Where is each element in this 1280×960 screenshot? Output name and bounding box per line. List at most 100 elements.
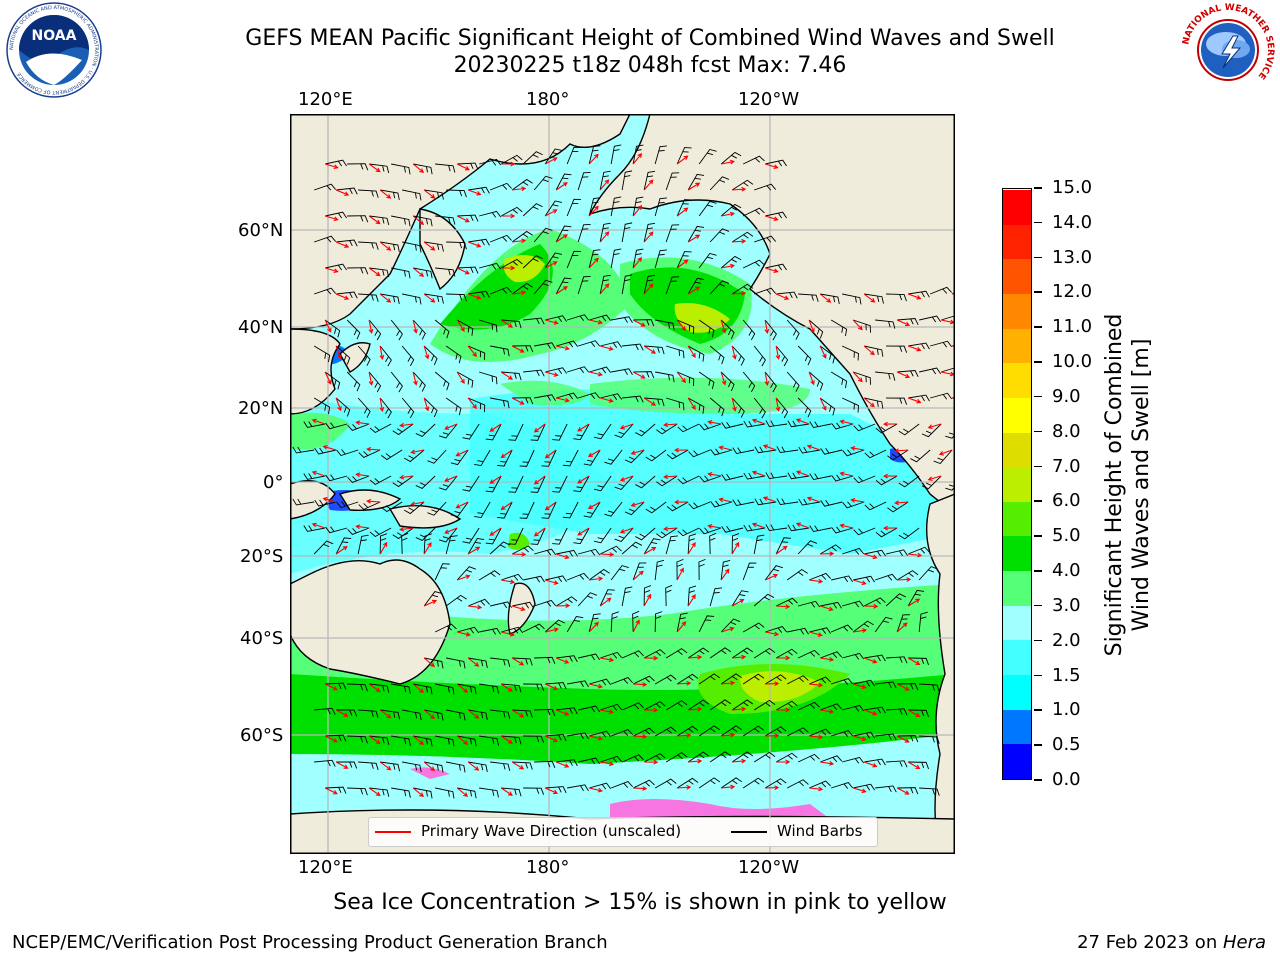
wind-barb bbox=[831, 575, 854, 583]
wind-barb bbox=[875, 527, 898, 538]
wave-direction-arrow bbox=[644, 707, 659, 713]
wave-direction-arrow bbox=[500, 449, 513, 459]
wind-barb bbox=[325, 211, 347, 219]
wind-barb bbox=[589, 730, 612, 738]
wave-direction-arrow bbox=[809, 786, 824, 792]
wave-direction-arrow bbox=[489, 527, 502, 536]
wave-direction-arrow bbox=[467, 189, 482, 196]
wave-direction-arrow bbox=[511, 657, 525, 666]
colorbar-tick bbox=[1034, 361, 1042, 363]
wind-barb bbox=[489, 286, 512, 295]
wind-barb bbox=[688, 501, 711, 510]
wind-barb bbox=[500, 206, 523, 217]
wind-barb bbox=[665, 172, 680, 191]
colorbar-segment bbox=[1003, 432, 1031, 468]
wind-barb bbox=[665, 224, 680, 243]
wind-barb bbox=[403, 449, 425, 463]
wind-barb bbox=[742, 622, 765, 633]
wind-barb bbox=[898, 527, 920, 540]
colorbar-tick-label: 9.0 bbox=[1052, 385, 1081, 407]
wave-direction-arrow bbox=[379, 189, 392, 199]
wind-barb bbox=[474, 449, 491, 467]
wind-barb bbox=[479, 787, 499, 798]
wind-barb bbox=[731, 397, 745, 418]
wind-barb bbox=[908, 761, 929, 770]
wind-barb bbox=[632, 727, 655, 737]
wind-barb bbox=[600, 341, 623, 348]
colorbar-tick bbox=[1034, 500, 1042, 502]
wind-barb bbox=[600, 393, 623, 400]
wind-barb bbox=[819, 544, 842, 555]
colorbar-segment bbox=[1003, 362, 1031, 398]
wind-barb bbox=[556, 707, 578, 715]
wave-direction-arrow bbox=[423, 189, 436, 199]
wave-direction-arrow bbox=[512, 290, 527, 296]
wind-barb bbox=[654, 249, 667, 269]
wind-barb bbox=[435, 163, 456, 173]
wind-barb bbox=[423, 591, 442, 607]
wave-direction-arrow bbox=[927, 423, 942, 430]
wave-direction-arrow bbox=[863, 345, 875, 356]
wave-direction-arrow bbox=[412, 267, 425, 277]
wind-barb bbox=[776, 498, 799, 506]
wind-barb bbox=[698, 673, 721, 685]
wind-barb bbox=[731, 533, 740, 555]
wave-direction-arrow bbox=[324, 735, 338, 743]
wave-direction-arrow bbox=[718, 445, 733, 451]
wave-direction-arrow bbox=[775, 345, 781, 360]
wave-direction-arrow bbox=[676, 207, 689, 217]
wind-barb bbox=[643, 538, 661, 555]
wave-direction-arrow bbox=[852, 683, 867, 690]
wind-barb bbox=[753, 534, 765, 555]
wind-barb bbox=[687, 225, 705, 243]
wave-direction-arrow bbox=[500, 787, 513, 796]
wave-direction-arrow bbox=[412, 683, 425, 694]
wind-barb bbox=[687, 345, 705, 362]
wind-barb bbox=[336, 501, 359, 509]
wind-barb bbox=[324, 371, 341, 390]
wave-direction-arrow bbox=[643, 546, 657, 555]
lat-label-0: 0° bbox=[263, 472, 284, 493]
wind-barb bbox=[754, 287, 777, 295]
wind-barb bbox=[578, 340, 601, 348]
wind-barb bbox=[401, 397, 415, 419]
wave-direction-arrow bbox=[412, 163, 425, 173]
wind-barb bbox=[567, 680, 589, 688]
wind-barb bbox=[489, 182, 512, 191]
wind-barb bbox=[765, 524, 788, 532]
colorbar-segment bbox=[1003, 224, 1031, 260]
wind-barb bbox=[545, 734, 567, 742]
wind-barb bbox=[764, 371, 777, 393]
chart-title: GEFS MEAN Pacific Significant Height of … bbox=[245, 26, 1055, 51]
wave-direction-arrow bbox=[632, 153, 643, 165]
wave-direction-arrow bbox=[500, 735, 513, 744]
colorbar-tick-label: 7.0 bbox=[1052, 455, 1081, 477]
wind-barb bbox=[676, 319, 695, 335]
wind-barb bbox=[808, 572, 831, 581]
wind-barb bbox=[391, 163, 411, 175]
wind-barb bbox=[919, 315, 941, 323]
wind-barb bbox=[698, 200, 717, 217]
wave-direction-arrow bbox=[600, 345, 614, 351]
wind-barb bbox=[347, 163, 369, 171]
wind-barb bbox=[501, 319, 522, 329]
wind-barb bbox=[313, 540, 334, 555]
wind-barb bbox=[577, 171, 591, 191]
wind-barb bbox=[624, 501, 645, 516]
wind-barb bbox=[698, 148, 717, 165]
wave-direction-arrow bbox=[676, 259, 689, 269]
wave-direction-arrow bbox=[412, 371, 418, 386]
wind-barb bbox=[853, 679, 875, 687]
colorbar-segment bbox=[1003, 535, 1031, 572]
wave-direction-arrow bbox=[467, 657, 480, 667]
wind-barb bbox=[621, 754, 644, 763]
wind-barb bbox=[687, 699, 710, 711]
wind-barb bbox=[533, 175, 553, 191]
wind-barb bbox=[614, 527, 634, 543]
wind-barb bbox=[313, 397, 331, 415]
wind-barb bbox=[467, 397, 486, 413]
wind-barb bbox=[699, 423, 722, 431]
wind-barb bbox=[666, 501, 689, 512]
wave-direction-arrow bbox=[720, 319, 727, 334]
wind-barb bbox=[511, 178, 533, 191]
